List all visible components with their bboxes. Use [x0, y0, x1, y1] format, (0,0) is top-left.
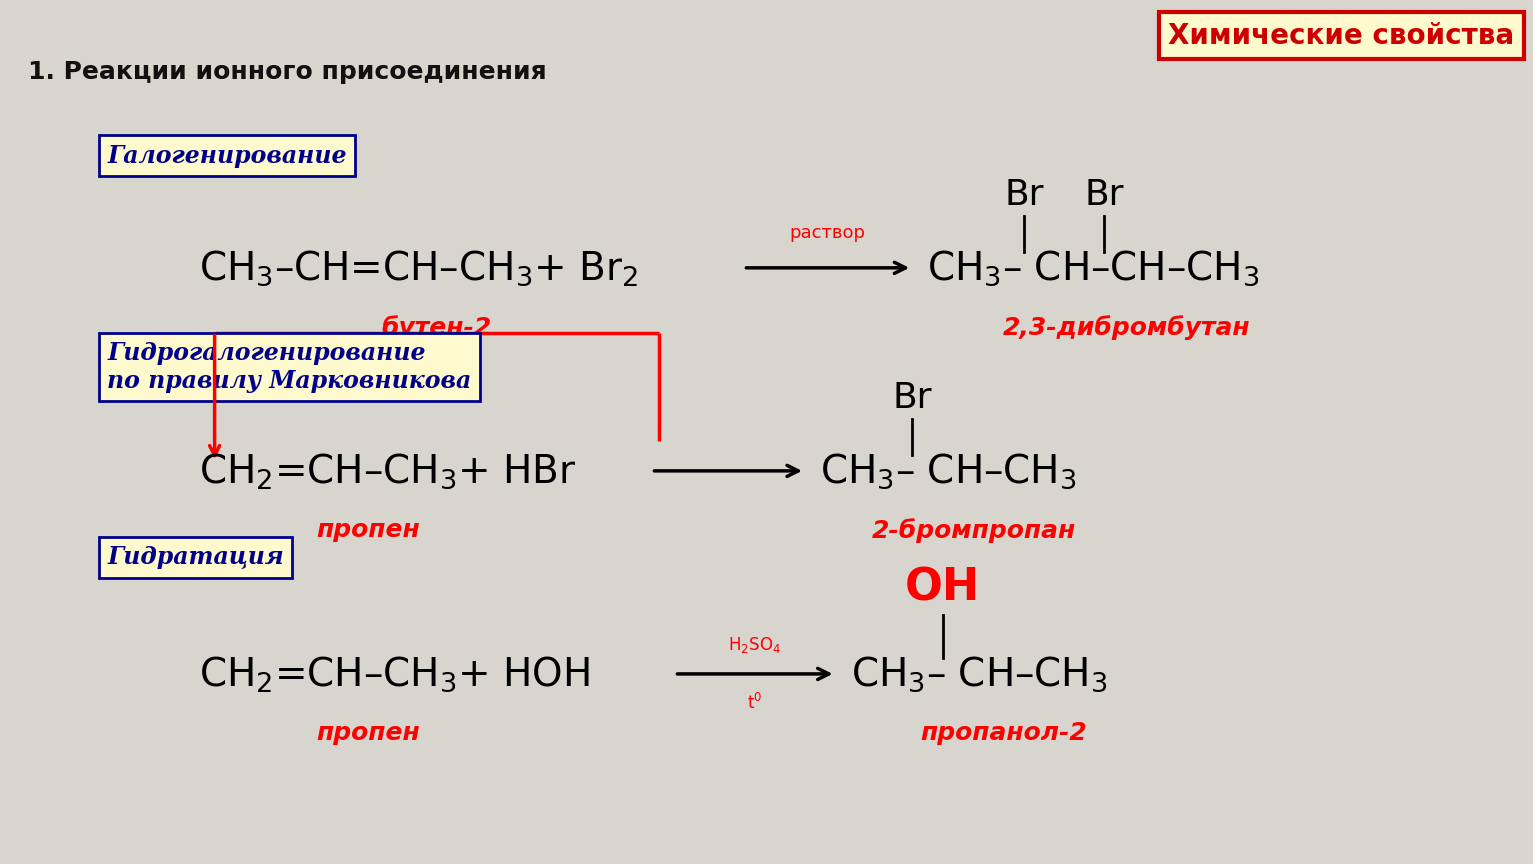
Text: Гидратация: Гидратация: [107, 545, 284, 569]
Text: CH$_3$– CH–CH–CH$_3$: CH$_3$– CH–CH–CH$_3$: [927, 248, 1260, 288]
Text: CH$_3$– CH–CH$_3$: CH$_3$– CH–CH$_3$: [851, 654, 1107, 694]
Text: H$_2$SO$_4$: H$_2$SO$_4$: [728, 635, 782, 655]
Text: пропен: пропен: [316, 518, 420, 543]
Text: 2-бромпропан: 2-бромпропан: [871, 518, 1076, 543]
Text: Br: Br: [1004, 178, 1044, 212]
Text: Галогенирование: Галогенирование: [107, 143, 346, 168]
Text: CH$_2$=CH–CH$_3$+ HOH: CH$_2$=CH–CH$_3$+ HOH: [199, 654, 590, 694]
Text: Гидрогалогенирование
по правилу Марковникова: Гидрогалогенирование по правилу Марковни…: [107, 341, 472, 393]
Text: пропен: пропен: [316, 721, 420, 746]
Text: OH: OH: [904, 566, 981, 609]
Text: Химические свойства: Химические свойства: [1168, 22, 1515, 49]
Text: CH$_2$=CH–CH$_3$+ HBr: CH$_2$=CH–CH$_3$+ HBr: [199, 451, 576, 491]
Text: t$^0$: t$^0$: [748, 693, 762, 713]
Text: Br: Br: [892, 381, 932, 415]
Text: 1. Реакции ионного присоединения: 1. Реакции ионного присоединения: [28, 60, 546, 85]
Text: 2,3-дибромбутан: 2,3-дибромбутан: [1003, 315, 1251, 340]
Text: пропанол-2: пропанол-2: [921, 721, 1087, 746]
Text: Br: Br: [1084, 178, 1124, 212]
Text: бутен-2: бутен-2: [382, 315, 492, 340]
Text: CH$_3$– CH–CH$_3$: CH$_3$– CH–CH$_3$: [820, 451, 1076, 491]
Text: CH$_3$–CH=CH–CH$_3$+ Br$_2$: CH$_3$–CH=CH–CH$_3$+ Br$_2$: [199, 248, 638, 288]
Text: раствор: раствор: [789, 224, 866, 242]
